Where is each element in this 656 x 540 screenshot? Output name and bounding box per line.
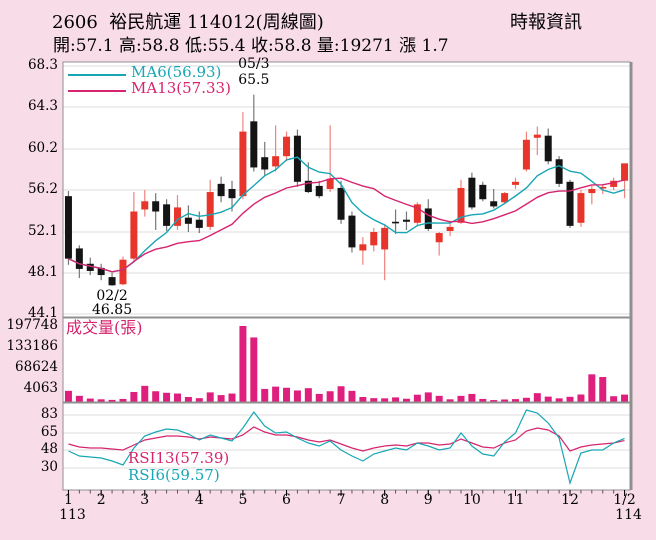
- rsi-axis-label: 83: [40, 406, 58, 422]
- ma13-legend-line: [68, 90, 126, 92]
- low-annotation-value: 46.85: [92, 302, 133, 318]
- month-label: 12: [561, 492, 579, 508]
- price-axis-label: 56.2: [27, 180, 58, 197]
- volume-panel-label: 成交量(張): [66, 318, 143, 337]
- month-label: 8: [380, 492, 390, 508]
- ohlc-summary: 開:57.1 高:58.8 低:55.4 收:58.8 量:19271 漲 1.…: [53, 36, 449, 56]
- month-label: 10: [462, 492, 481, 508]
- year-label: 113: [59, 507, 86, 523]
- high-annotation-value: 65.5: [238, 72, 270, 88]
- low-annotation-date: 02/2: [96, 288, 128, 304]
- price-axis-label: 44.1: [27, 304, 58, 321]
- ma6-legend-label: MA6(56.93): [131, 63, 222, 81]
- rsi-axis-label: 30: [40, 459, 58, 475]
- month-label: 4: [194, 492, 204, 508]
- price-axis-label: 48.1: [27, 264, 58, 280]
- month-label: 1: [63, 492, 73, 508]
- month-label: 1/2: [613, 492, 636, 508]
- volume-axis-label: 68624: [15, 359, 58, 375]
- rsi6-legend-label: RSI6(59.57): [128, 466, 220, 484]
- source-label: 時報資訊: [510, 12, 582, 33]
- month-label: 11: [506, 492, 525, 508]
- price-axis-label: 64.3: [27, 97, 58, 114]
- rsi-axis-label: 65: [40, 424, 58, 440]
- month-label: 6: [282, 492, 291, 508]
- rsi13-legend-label: RSI13(57.39): [128, 449, 230, 467]
- month-label: 7: [336, 492, 346, 508]
- volume-axis-label: 4063: [23, 380, 58, 396]
- volume-axis-label: 133186: [6, 338, 58, 354]
- ma6-legend-line: [68, 74, 126, 76]
- month-label: 3: [140, 492, 150, 508]
- month-label: 9: [423, 492, 433, 508]
- year-label: 114: [615, 507, 642, 523]
- stock-title: 2606 裕民航運 114012(周線圖): [52, 12, 324, 33]
- price-axis-label: 52.1: [27, 223, 58, 240]
- rsi-axis-label: 48: [40, 441, 58, 457]
- high-annotation-date: 05/3: [238, 56, 270, 72]
- month-label: 2: [96, 492, 106, 508]
- volume-axis-label: 197748: [6, 317, 58, 333]
- price-axis-label: 68.3: [27, 57, 58, 73]
- month-label: 5: [238, 492, 248, 508]
- ma13-legend-label: MA13(57.33): [131, 79, 231, 97]
- price-axis-label: 60.2: [27, 140, 58, 156]
